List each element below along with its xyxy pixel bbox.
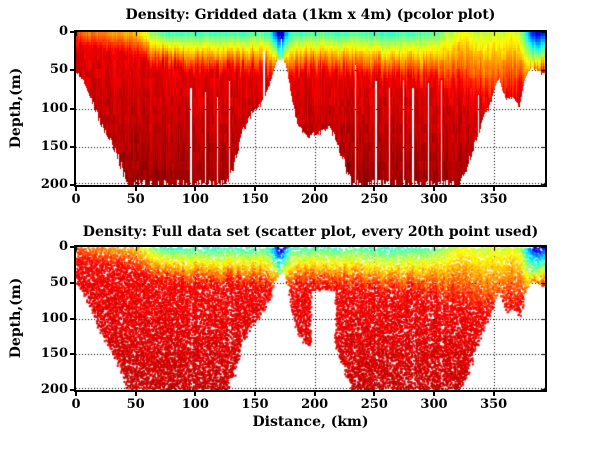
x-tick-label: 300 [420, 192, 448, 207]
bottom-plot-ylabel: Depth,(m) [8, 277, 24, 359]
x-tick-mark [313, 187, 316, 191]
y-tick-label: 0 [58, 24, 68, 39]
x-tick-mark [194, 187, 197, 191]
y-tick-mark [70, 353, 74, 356]
x-tick-label: 200 [301, 192, 329, 207]
y-tick-mark [70, 107, 74, 110]
x-tick-mark [373, 392, 376, 396]
x-tick-label: 350 [480, 192, 508, 207]
y-tick-label: 0 [58, 239, 68, 254]
x-tick-mark [75, 392, 77, 396]
x-tick-label: 100 [181, 192, 209, 207]
x-tick-label: 150 [241, 192, 269, 207]
top-plot-ylabel: Depth,(m) [8, 67, 24, 149]
y-tick-label: 50 [49, 274, 68, 290]
x-tick-label: 50 [126, 397, 145, 412]
x-axis-label: Distance, (km) [252, 414, 369, 430]
y-tick-label: 150 [40, 346, 68, 362]
x-tick-mark [373, 187, 376, 191]
x-tick-mark [254, 392, 256, 396]
x-tick-label: 0 [71, 397, 81, 412]
x-tick-mark [134, 392, 137, 396]
x-tick-label: 300 [420, 397, 448, 412]
scatter-density-plot [76, 247, 545, 390]
x-tick-label: 350 [480, 397, 508, 412]
bottom-plot-title: Density: Full data set (scatter plot, ev… [82, 224, 539, 240]
y-tick-label: 50 [49, 62, 68, 78]
x-tick-mark [433, 392, 435, 396]
top-plot-axes [74, 30, 547, 187]
x-tick-mark [134, 187, 137, 191]
x-tick-mark [492, 187, 495, 191]
x-tick-label: 50 [126, 192, 145, 207]
pcolor-density-plot [76, 32, 545, 185]
x-tick-label: 100 [181, 397, 209, 412]
x-tick-mark [194, 392, 197, 396]
y-tick-mark [70, 69, 74, 72]
x-tick-mark [492, 392, 495, 396]
top-plot-title: Density: Gridded data (1km x 4m) (pcolor… [125, 7, 496, 23]
y-tick-mark [70, 31, 74, 33]
x-tick-mark [433, 187, 435, 191]
y-tick-mark [70, 317, 74, 320]
x-tick-mark [313, 392, 316, 396]
x-tick-label: 150 [241, 397, 269, 412]
y-tick-label: 200 [40, 382, 68, 397]
y-tick-label: 100 [40, 100, 68, 116]
x-tick-mark [254, 187, 256, 191]
y-tick-mark [70, 246, 74, 248]
x-tick-label: 250 [360, 192, 388, 207]
x-tick-mark [75, 187, 77, 191]
x-tick-label: 250 [360, 397, 388, 412]
x-tick-label: 0 [71, 192, 81, 207]
bottom-plot-axes [74, 245, 547, 392]
y-tick-label: 200 [40, 177, 68, 192]
y-tick-mark [70, 389, 74, 391]
y-tick-mark [70, 145, 74, 148]
y-tick-mark [70, 281, 74, 284]
y-tick-label: 150 [40, 138, 68, 154]
x-tick-label: 200 [301, 397, 329, 412]
y-tick-label: 100 [40, 310, 68, 326]
y-tick-mark [70, 184, 74, 186]
